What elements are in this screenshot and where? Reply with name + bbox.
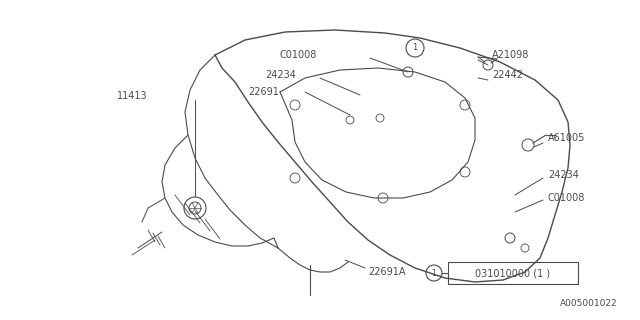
Text: 031010000 (1 ): 031010000 (1 ): [476, 268, 550, 278]
Text: C01008: C01008: [280, 50, 317, 60]
Text: 24234: 24234: [548, 170, 579, 180]
Text: A61005: A61005: [548, 133, 586, 143]
Text: 24234: 24234: [265, 70, 296, 80]
Text: 1: 1: [431, 268, 436, 277]
Text: C01008: C01008: [548, 193, 586, 203]
FancyBboxPatch shape: [448, 262, 578, 284]
Text: A21098: A21098: [492, 50, 529, 60]
Text: 1: 1: [412, 44, 418, 52]
Text: 22691: 22691: [248, 87, 279, 97]
Text: 22691A: 22691A: [368, 267, 406, 277]
Text: A005001022: A005001022: [561, 299, 618, 308]
Text: 11413: 11413: [117, 91, 148, 101]
Text: 22442: 22442: [492, 70, 523, 80]
